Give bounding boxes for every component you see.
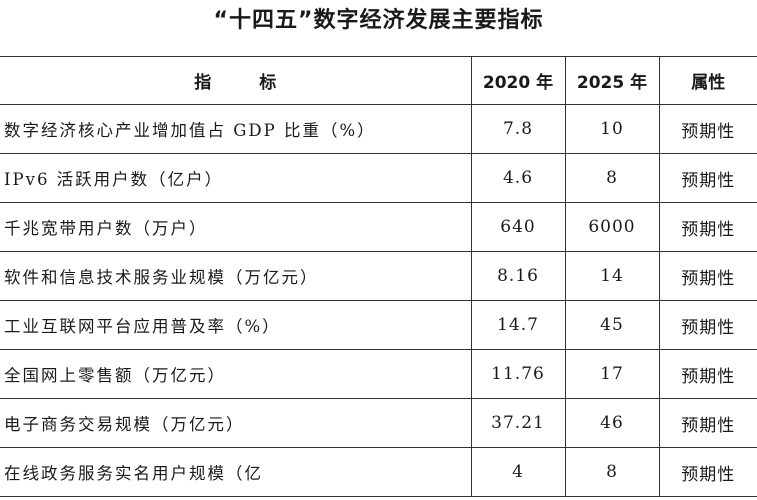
table-row: IPv6 活跃用户数（亿户） 4.6 8 预期性: [0, 153, 757, 203]
table-row: 在线政务服务实名用户规模（亿 4 8 预期性: [0, 447, 757, 497]
row-attribute: 预期性: [658, 349, 757, 399]
row-indicator: 全国网上零售额（万亿元）: [0, 349, 472, 399]
row-value-2020: 640: [470, 202, 566, 252]
row-indicator: 千兆宽带用户数（万户）: [0, 202, 472, 252]
row-value-2020: 8.16: [470, 251, 566, 301]
indicators-table: 指标 2020 年 2025 年 属性 数字经济核心产业增加值占 GDP 比重（…: [0, 56, 757, 497]
header-indicator: 指标: [0, 56, 472, 105]
row-value-2025: 8: [564, 153, 660, 203]
table-row: 软件和信息技术服务业规模（万亿元） 8.16 14 预期性: [0, 251, 757, 301]
table-row: 全国网上零售额（万亿元） 11.76 17 预期性: [0, 349, 757, 399]
row-indicator: 电子商务交易规模（万亿元）: [0, 398, 472, 448]
row-value-2025: 8: [564, 447, 660, 497]
row-indicator: 工业互联网平台应用普及率（%）: [0, 300, 472, 350]
row-value-2025: 6000: [564, 202, 660, 252]
row-value-2020: 11.76: [470, 349, 566, 399]
row-indicator: 在线政务服务实名用户规模（亿: [0, 447, 472, 497]
table-row: 数字经济核心产业增加值占 GDP 比重（%） 7.8 10 预期性: [0, 104, 757, 154]
table-row: 工业互联网平台应用普及率（%） 14.7 45 预期性: [0, 300, 757, 350]
header-attribute: 属性: [658, 56, 757, 105]
row-value-2025: 10: [564, 104, 660, 154]
row-value-2025: 14: [564, 251, 660, 301]
row-indicator: 数字经济核心产业增加值占 GDP 比重（%）: [0, 104, 472, 154]
table-row: 电子商务交易规模（万亿元） 37.21 46 预期性: [0, 398, 757, 448]
page-title: “十四五”数字经济发展主要指标: [213, 8, 544, 33]
row-attribute: 预期性: [658, 153, 757, 203]
row-value-2025: 46: [564, 398, 660, 448]
row-value-2020: 4: [470, 447, 566, 497]
row-attribute: 预期性: [658, 300, 757, 350]
row-value-2020: 14.7: [470, 300, 566, 350]
row-attribute: 预期性: [658, 398, 757, 448]
header-2025: 2025 年: [564, 56, 660, 105]
table-row: 千兆宽带用户数（万户） 640 6000 预期性: [0, 202, 757, 252]
row-attribute: 预期性: [658, 104, 757, 154]
row-value-2020: 37.21: [470, 398, 566, 448]
row-value-2025: 45: [564, 300, 660, 350]
row-attribute: 预期性: [658, 202, 757, 252]
row-indicator: IPv6 活跃用户数（亿户）: [0, 153, 472, 203]
row-attribute: 预期性: [658, 251, 757, 301]
header-2020: 2020 年: [470, 56, 566, 105]
row-indicator: 软件和信息技术服务业规模（万亿元）: [0, 251, 472, 301]
row-value-2020: 7.8: [470, 104, 566, 154]
row-value-2020: 4.6: [470, 153, 566, 203]
table-header-row: 指标 2020 年 2025 年 属性: [0, 56, 757, 105]
row-value-2025: 17: [564, 349, 660, 399]
row-attribute: 预期性: [658, 447, 757, 497]
